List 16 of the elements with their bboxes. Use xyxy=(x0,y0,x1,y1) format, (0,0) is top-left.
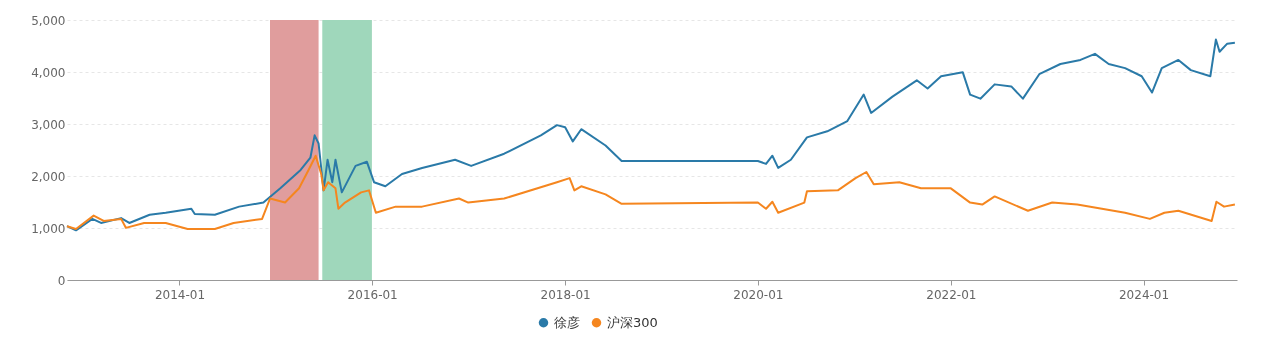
y-tick-label: 4,000 xyxy=(31,65,66,80)
line-series xyxy=(66,38,1236,232)
y-tick-label: 2,000 xyxy=(31,169,66,184)
y-tick-label: 3,000 xyxy=(31,117,66,132)
y-tick-label: 5,000 xyxy=(31,13,66,28)
x-tick-label: 2016-01 xyxy=(347,287,398,302)
y-tick-label: 1,000 xyxy=(31,221,66,236)
legend-label: 沪深300 xyxy=(607,314,658,330)
x-tick-label: 2014-01 xyxy=(154,287,206,302)
legend-label: 徐彦 xyxy=(554,314,580,330)
y-tick-label: 0 xyxy=(57,273,66,288)
x-tick-label: 2022-01 xyxy=(926,287,977,302)
x-tick-label: 2020-01 xyxy=(733,287,784,302)
x-tick-label: 2024-01 xyxy=(1118,287,1170,302)
line-series xyxy=(66,154,1236,231)
x-tick-label: 2018-01 xyxy=(540,287,591,302)
